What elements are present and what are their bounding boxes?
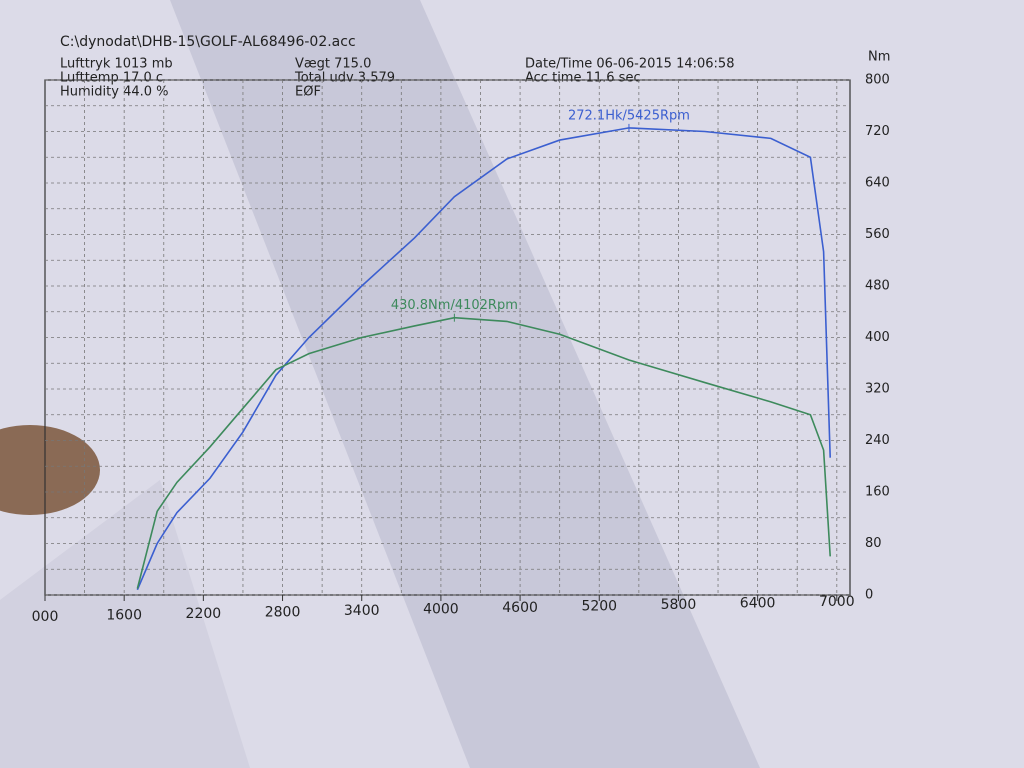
y2-tick-label: 560 — [865, 227, 890, 242]
y2-tick-label: 720 — [865, 124, 890, 139]
series-line — [136, 127, 832, 591]
y2-tick-label: 80 — [865, 536, 882, 551]
y2-tick-label: 400 — [865, 330, 890, 345]
x-tick-label: 1600 — [106, 608, 142, 624]
thumb — [0, 425, 100, 515]
shadow — [170, 0, 760, 768]
x-tick-label: 6400 — [740, 596, 776, 612]
annotation: 430.8Nm/4102Rpm — [391, 298, 518, 313]
y2-axis-label: Nm — [868, 50, 890, 65]
y2-tick-label: 160 — [865, 485, 890, 500]
info-text: EØF — [295, 85, 321, 100]
info-text: Lufttryk 1013 mb — [60, 57, 173, 72]
info-text: Humidity 44.0 % — [60, 85, 169, 100]
y2-tick-label: 0 — [865, 588, 873, 603]
x-tick-label: 7000 — [819, 594, 855, 610]
info-text: Lufttemp 17.0 c — [60, 71, 163, 86]
y2-tick-label: 320 — [865, 382, 890, 397]
chart-title: C:\dynodat\DHB-15\GOLF-AL68496-02.acc — [60, 34, 356, 50]
info-text: Total udv 3.579 — [294, 71, 395, 86]
info-text: Acc time 11.6 sec — [525, 71, 641, 86]
shadow — [0, 480, 250, 768]
x-tick-label: 2200 — [186, 606, 222, 622]
x-tick-label: 4600 — [502, 600, 538, 616]
x-tick-label: 5800 — [661, 597, 697, 613]
info-text: Vægt 715.0 — [295, 57, 371, 72]
info-text: Date/Time 06-06-2015 14:06:58 — [525, 57, 734, 72]
x-tick-label: 3400 — [344, 603, 380, 619]
annotation: 272.1Hk/5425Rpm — [568, 108, 690, 123]
x-tick-label: 5200 — [581, 599, 617, 615]
series-line — [136, 316, 832, 589]
y2-tick-label: 800 — [865, 73, 890, 88]
y2-tick-label: 640 — [865, 176, 890, 191]
y2-tick-label: 240 — [865, 433, 890, 448]
x-tick-label: 4000 — [423, 602, 459, 618]
y2-tick-label: 480 — [865, 279, 890, 294]
x-tick-label: 000 — [32, 609, 59, 625]
x-tick-label: 2800 — [265, 605, 301, 621]
